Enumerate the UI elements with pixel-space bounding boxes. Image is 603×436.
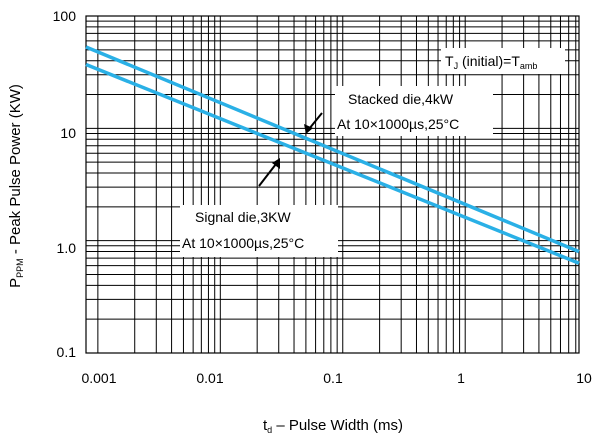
signal-die-box <box>180 205 338 257</box>
stacked-die-annotation: Stacked die,4kW At 10×1000µs,25°C <box>304 86 493 136</box>
x-tick-label: 10 <box>576 370 592 386</box>
signal-die-arrowhead <box>272 158 280 169</box>
tj-annotation-text: TJ (initial)=Tamb <box>445 53 537 71</box>
signal-die-annotation: Signal die,3KW At 10×1000µs,25°C <box>180 158 338 257</box>
x-tick-labels: 0.001 0.01 0.1 1 10 <box>81 370 592 386</box>
x-tick-label: 0.01 <box>196 370 223 386</box>
stacked-die-arrow <box>308 112 323 130</box>
x-tick-label: 0.1 <box>323 370 343 386</box>
x-tick-label: 1 <box>457 370 465 386</box>
stacked-die-box <box>335 86 493 136</box>
tj-annotation-box <box>441 48 565 74</box>
y-axis-label: PPPM - Peak Pulse Power (KW) <box>7 84 25 288</box>
y-tick-label: 100 <box>53 8 77 24</box>
stacked-die-line2: At 10×1000µs,25°C <box>337 116 459 132</box>
signal-die-line2: At 10×1000µs,25°C <box>182 235 304 251</box>
y-tick-label: 10 <box>60 125 76 141</box>
signal-die-line1: Signal die,3KW <box>195 209 292 225</box>
stacked-die-line1: Stacked die,4kW <box>348 91 454 107</box>
series-line-stacked-die <box>85 45 580 254</box>
x-tick-label: 0.001 <box>81 370 116 386</box>
tj-annotation: TJ (initial)=Tamb <box>441 48 565 74</box>
y-tick-label: 1.0 <box>57 240 77 256</box>
series-line-signal-die <box>85 62 580 265</box>
x-axis-label: td – Pulse Width (ms) <box>263 417 403 435</box>
series-group <box>85 45 580 265</box>
plot-frame <box>85 15 580 354</box>
stacked-die-arrowhead <box>304 124 313 134</box>
y-tick-label: 0.1 <box>57 344 77 360</box>
signal-die-arrow <box>258 163 277 187</box>
y-tick-labels: 100 10 1.0 0.1 <box>53 8 77 360</box>
